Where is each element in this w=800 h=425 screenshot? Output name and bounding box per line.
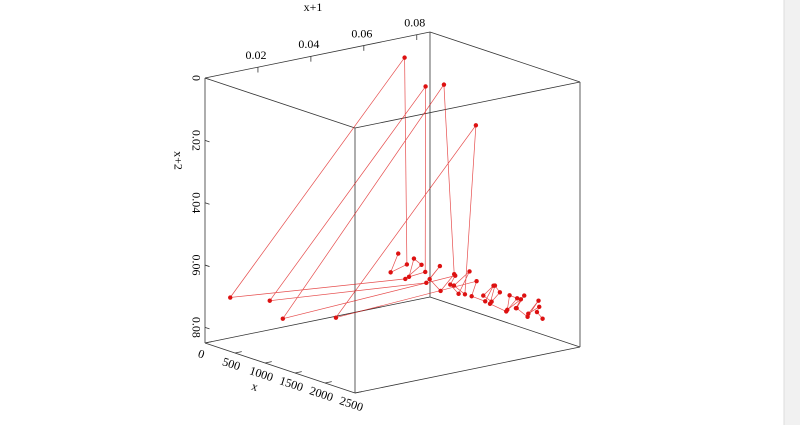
point bbox=[396, 251, 401, 256]
point bbox=[423, 269, 428, 275]
point bbox=[423, 84, 428, 89]
x-tick bbox=[234, 351, 242, 354]
y-tick-label: 0.04 bbox=[298, 37, 319, 51]
point bbox=[507, 293, 512, 298]
z-tick bbox=[204, 264, 210, 267]
point bbox=[518, 297, 524, 302]
point bbox=[411, 256, 417, 261]
point bbox=[536, 298, 541, 303]
point bbox=[406, 274, 412, 279]
point bbox=[469, 294, 474, 299]
point bbox=[467, 269, 472, 274]
point bbox=[451, 283, 457, 288]
point bbox=[404, 262, 410, 267]
point bbox=[437, 263, 443, 269]
box-edge bbox=[204, 296, 431, 344]
z-tick-label: 0.04 bbox=[189, 192, 203, 213]
z-tick-label: 0.08 bbox=[189, 317, 203, 338]
z-tick bbox=[204, 139, 210, 143]
y-tick-label: 0.02 bbox=[245, 48, 266, 62]
point bbox=[453, 273, 458, 278]
z-tick bbox=[204, 202, 210, 205]
box-edge bbox=[354, 81, 581, 129]
z-tick-label: 0 bbox=[189, 75, 203, 81]
point bbox=[448, 282, 453, 287]
point bbox=[540, 316, 545, 321]
x-tick-label: 1500 bbox=[278, 373, 305, 394]
x-tick-label: 0 bbox=[196, 346, 206, 361]
x-axis-label: x bbox=[250, 379, 260, 394]
z-tick-label: 0.06 bbox=[189, 255, 203, 276]
point bbox=[419, 262, 424, 267]
point bbox=[483, 299, 488, 304]
box-edge bbox=[429, 296, 581, 348]
box-edge bbox=[204, 77, 356, 129]
point bbox=[505, 307, 510, 313]
box-edge bbox=[429, 31, 581, 83]
x-tick bbox=[294, 371, 302, 374]
point bbox=[514, 305, 519, 311]
z-tick-label: 0.02 bbox=[189, 130, 203, 151]
point bbox=[333, 315, 339, 320]
y-tick-label: 0.08 bbox=[404, 15, 425, 29]
point bbox=[403, 276, 408, 282]
point bbox=[438, 288, 443, 294]
point bbox=[522, 293, 527, 298]
point bbox=[424, 280, 429, 286]
x-tick-label: 2500 bbox=[338, 393, 365, 414]
x-tick bbox=[354, 391, 362, 394]
x-tick-label: 500 bbox=[221, 354, 242, 373]
point bbox=[228, 295, 233, 300]
z-tick bbox=[204, 77, 210, 80]
point bbox=[388, 270, 393, 275]
x-tick bbox=[204, 341, 212, 344]
point bbox=[534, 309, 540, 315]
y-axis-label: x+1 bbox=[304, 0, 323, 14]
z-axis-label: x+2 bbox=[171, 151, 185, 170]
box-edge bbox=[204, 342, 356, 394]
point bbox=[526, 311, 531, 316]
point bbox=[456, 291, 461, 297]
point bbox=[427, 276, 432, 282]
point bbox=[492, 283, 498, 288]
box-edge bbox=[354, 346, 581, 394]
point bbox=[474, 278, 479, 284]
point bbox=[481, 293, 486, 298]
point bbox=[473, 123, 479, 128]
point bbox=[497, 290, 503, 295]
point bbox=[537, 304, 542, 310]
z-tick bbox=[204, 327, 210, 330]
point bbox=[280, 316, 286, 321]
x-tick bbox=[264, 361, 272, 364]
point bbox=[462, 292, 468, 297]
point bbox=[514, 296, 520, 301]
y-tick-label: 0.06 bbox=[351, 26, 372, 40]
point bbox=[267, 298, 272, 303]
trajectory bbox=[229, 56, 543, 320]
scrollbar bbox=[784, 0, 800, 425]
point bbox=[487, 301, 493, 306]
point bbox=[441, 82, 447, 87]
x-tick-label: 2000 bbox=[308, 383, 335, 404]
point bbox=[402, 55, 407, 60]
x-tick bbox=[324, 381, 332, 384]
x-tick-label: 1000 bbox=[248, 363, 275, 384]
box-edge bbox=[204, 31, 431, 79]
